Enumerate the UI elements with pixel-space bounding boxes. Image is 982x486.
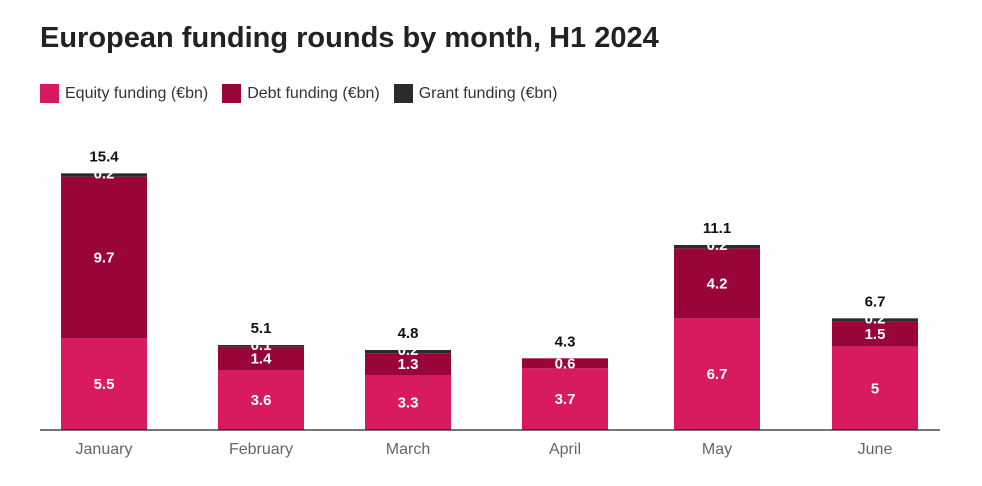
legend-label-grant: Grant funding (€bn)	[418, 84, 558, 102]
legend-label-equity: Equity funding (€bn)	[65, 84, 209, 102]
bar-segment-april-1	[522, 358, 608, 369]
legend-item-grant: Grant funding (€bn)	[393, 84, 558, 103]
segment-label-may-1: 4.2	[707, 275, 728, 292]
bar-segment-february-2	[218, 345, 304, 347]
bar-segment-march-1	[365, 353, 451, 375]
x-tick-label-april: April	[549, 441, 581, 458]
bar-segment-may-0	[674, 318, 760, 430]
legend-item-equity: Equity funding (€bn)	[40, 84, 208, 103]
bar-segment-march-2	[365, 350, 451, 354]
bar-segment-january-1	[61, 176, 147, 339]
bar-segment-april-0	[522, 368, 608, 430]
segment-label-january-0: 5.5	[94, 376, 115, 393]
segment-label-may-0: 6.7	[707, 366, 728, 383]
legend-swatch-equity	[40, 84, 59, 103]
bar-segment-may-1	[674, 248, 760, 319]
segment-label-may-2: 0.2	[707, 237, 728, 254]
bar-segment-january-2	[61, 173, 147, 177]
legend-swatch-grant	[393, 84, 413, 103]
bar-segment-june-2	[832, 318, 918, 322]
total-label-june: 6.7	[865, 293, 886, 310]
x-tick-label-june: June	[858, 441, 893, 458]
bar-segment-january-0	[61, 338, 147, 430]
segment-label-february-2: 0.1	[251, 337, 272, 354]
segment-label-june-2: 0.2	[865, 310, 886, 327]
bar-segment-february-1	[218, 346, 304, 370]
legend-label-debt: Debt funding (€bn)	[247, 84, 380, 102]
x-tick-label-january: January	[76, 441, 133, 458]
total-label-march: 4.8	[398, 325, 419, 342]
segment-label-march-2: 0.2	[398, 342, 419, 359]
segment-label-february-1: 1.4	[251, 350, 273, 367]
total-label-april: 4.3	[555, 333, 576, 350]
segment-label-june-1: 1.5	[865, 326, 886, 343]
bar-segment-february-0	[218, 370, 304, 430]
total-label-february: 5.1	[251, 320, 272, 337]
bar-segment-june-0	[832, 346, 918, 430]
legend-swatch-debt	[222, 84, 242, 103]
legend: Equity funding (€bn) Debt funding (€bn) …	[40, 84, 571, 103]
bar-segment-march-0	[365, 375, 451, 430]
total-label-may: 11.1	[703, 220, 731, 237]
x-tick-label-march: March	[386, 441, 430, 458]
segment-label-march-0: 3.3	[398, 395, 419, 412]
total-label-january: 15.4	[89, 148, 119, 165]
segment-label-january-1: 9.7	[94, 250, 115, 267]
segment-label-february-0: 3.6	[251, 392, 272, 409]
segment-label-june-0: 5	[871, 380, 879, 397]
x-tick-label-february: February	[229, 441, 293, 458]
segment-label-march-1: 1.3	[398, 356, 419, 373]
chart-title: European funding rounds by month, H1 202…	[40, 22, 659, 54]
x-tick-label-may: May	[702, 441, 732, 458]
segment-label-april-1: 0.6	[555, 355, 576, 372]
bar-segment-may-2	[674, 245, 760, 249]
legend-item-debt: Debt funding (€bn)	[222, 84, 380, 103]
segment-label-april-0: 3.7	[555, 391, 576, 408]
bar-segment-june-1	[832, 321, 918, 347]
segment-label-january-2: 0.2	[94, 165, 115, 182]
